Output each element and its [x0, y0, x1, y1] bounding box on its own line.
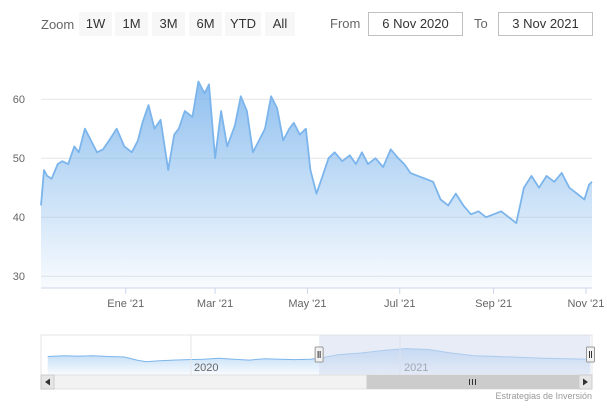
y-tick-label: 60	[13, 94, 25, 106]
plot-area	[40, 80, 593, 288]
navigator-year-2020: 2020	[194, 362, 218, 374]
scroll-left-arrow-icon	[45, 378, 50, 386]
from-label: From	[330, 16, 361, 31]
handle-body	[314, 346, 324, 363]
x-tick-label: Sep '21	[475, 298, 512, 310]
navigator-selected-range	[319, 335, 591, 375]
handle-body	[586, 346, 596, 363]
credits-text: Estrategias de Inversión	[495, 391, 592, 401]
zoom-1m-button[interactable]: 1M	[115, 12, 148, 36]
zoom-all-button[interactable]: All	[265, 12, 295, 36]
scrollbar-grip-icon	[469, 379, 476, 385]
from-date-input[interactable]: 6 Nov 2020	[368, 12, 463, 36]
x-tick-label: Ene '21	[107, 298, 144, 310]
x-tick-label: May '21	[288, 298, 326, 310]
to-label: To	[474, 16, 488, 31]
range-selector: Zoom 1W 1M 3M 6M YTD All From 6 Nov 2020…	[0, 0, 607, 44]
zoom-3m-button[interactable]: 3M	[152, 12, 185, 36]
navigator-selection[interactable]	[314, 335, 596, 375]
price-area	[41, 81, 592, 288]
navigator[interactable]: 2020 2021	[40, 334, 596, 376]
y-tick-label: 50	[13, 153, 25, 165]
x-tick-label: Mar '21	[197, 298, 233, 310]
to-date-input[interactable]: 3 Nov 2021	[498, 12, 593, 36]
navigator-right-handle[interactable]	[586, 346, 596, 363]
scrollbar[interactable]	[40, 374, 593, 390]
x-tick-label: Jul '21	[384, 298, 415, 310]
y-tick-label: 40	[13, 212, 25, 224]
y-tick-label: 30	[13, 271, 25, 283]
zoom-label: Zoom	[41, 17, 75, 32]
navigator-left-handle[interactable]	[314, 346, 324, 363]
zoom-1w-button[interactable]: 1W	[79, 12, 112, 36]
x-tick-label: Nov '21	[567, 298, 604, 310]
zoom-ytd-button[interactable]: YTD	[225, 12, 261, 36]
scroll-right-arrow-icon	[583, 378, 588, 386]
price-line	[40, 80, 593, 224]
zoom-6m-button[interactable]: 6M	[189, 12, 222, 36]
y-axis: 30 40 50 60	[13, 94, 25, 283]
x-axis: Ene '21 Mar '21 May '21 Jul '21 Sep '21 Nov '…	[107, 288, 604, 310]
